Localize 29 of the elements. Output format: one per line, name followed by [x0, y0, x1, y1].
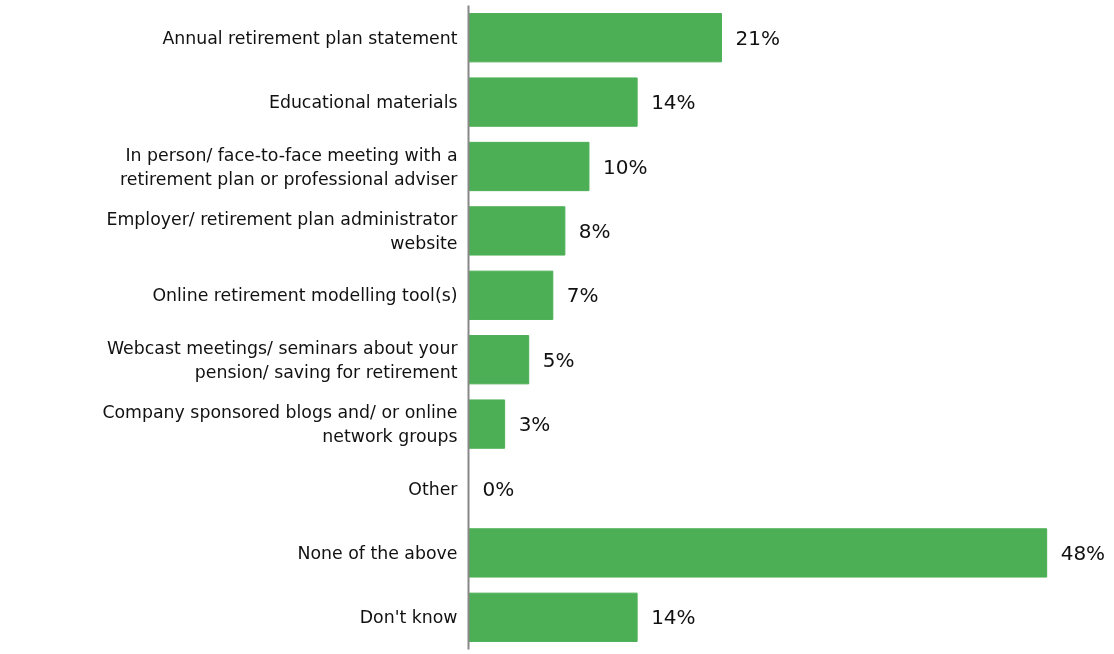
bar: [468, 270, 554, 320]
data-label: 48%: [1060, 540, 1106, 565]
data-label: 7%: [566, 283, 599, 308]
data-label: 14%: [651, 605, 696, 630]
bar: [468, 399, 506, 449]
y-tick-label: Don't know: [359, 607, 458, 628]
y-tick-label: Other: [408, 478, 459, 499]
data-label: 21%: [735, 25, 780, 50]
y-tick-label: Company sponsored blogs and/ or online network groups: [102, 402, 458, 447]
bar: [468, 206, 566, 256]
data-label: 10%: [602, 154, 648, 179]
data-label: 14%: [651, 90, 696, 115]
y-tick-label: Webcast meetings/ seminars about your pension/ saving for retirement: [106, 337, 459, 382]
bar: [468, 77, 638, 127]
bar: [468, 335, 530, 385]
y-tick-label: None of the above: [297, 542, 458, 563]
bar: [468, 528, 1048, 578]
data-label: 8%: [578, 218, 611, 243]
data-label: 3%: [518, 412, 551, 437]
y-tick-label: In person/ face-to-face meeting with a retirement plan or professional adviser: [120, 144, 459, 189]
bar: [468, 592, 638, 642]
data-label: 5%: [542, 347, 575, 372]
y-tick-label: Employer/ retirement plan administrator website: [106, 208, 459, 253]
y-tick-label: Online retirement modelling tool(s): [152, 285, 458, 306]
bar: [468, 13, 722, 63]
y-tick-label: Educational materials: [268, 92, 458, 113]
bar: [468, 141, 590, 192]
data-label: 0%: [482, 476, 515, 501]
y-tick-label: Annual retirement plan statement: [162, 27, 458, 48]
